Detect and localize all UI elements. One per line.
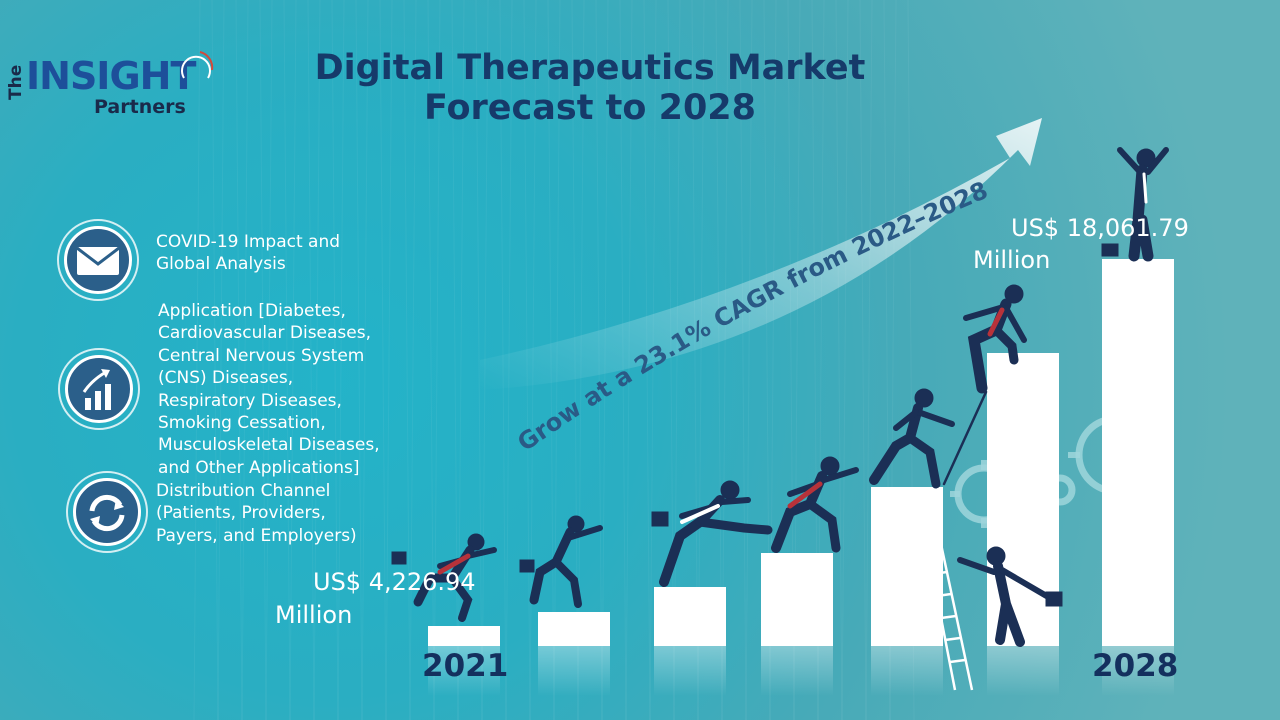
light-ray [475,0,483,720]
feature-covid-text: COVID-19 Impact and Global Analysis [156,232,341,275]
light-ray [211,0,219,720]
light-ray [433,0,441,720]
light-ray [403,0,411,720]
title-line-2: Forecast to 2028 [423,88,757,128]
light-ray [355,0,363,720]
step-bar [761,553,833,646]
runner-figure [519,515,603,608]
runner-figure [651,480,773,587]
start-value-label: US$ 4,226.94 [313,568,476,596]
light-ray [379,0,387,720]
light-ray [289,0,297,720]
light-ray [457,0,465,720]
feature-application-text: Application [Diabetes, Cardiovascular Di… [158,301,380,478]
light-ray [451,0,459,720]
step-bar-reflection [1102,646,1174,696]
growth-chart-icon [82,369,111,410]
step-bar [654,587,726,646]
light-ray [307,0,315,720]
light-ray [361,0,369,720]
light-ray [265,0,273,720]
bar-steps [428,259,1174,696]
runner-figure [771,456,859,553]
light-ray [259,0,267,720]
step-bar-reflection [761,646,833,696]
light-ray [427,0,435,720]
light-ray [739,0,747,720]
step-bar-reflection [654,646,726,696]
growth-chart-icon-badge [58,348,140,430]
exchange-cycle-icon [89,494,125,532]
logo-partners-text: Partners [94,96,186,118]
winner-figure [1101,147,1169,262]
start-unit-label: Million [275,601,353,629]
growth-arrow [480,118,1042,390]
step-bar [1102,259,1174,646]
ladder [922,529,974,691]
light-ray [859,0,867,720]
envelope-icon [76,246,120,275]
logo-swoosh-icon [181,51,214,79]
light-ray [835,0,843,720]
end-value-label: US$ 18,061.79 [1011,214,1189,242]
runner-figure [391,533,497,622]
light-ray [193,0,201,720]
step-bar-reflection [538,646,610,696]
end-unit-label: Million [973,246,1051,274]
step-bar [428,626,500,646]
light-ray [313,0,321,720]
light-ray [217,0,225,720]
light-ray [745,0,753,720]
step-bar [538,612,610,646]
title-line-1: Digital Therapeutics Market [314,48,866,88]
insight-partners-logo: The INSIGHT Partners [6,51,216,122]
climber-figure [869,388,988,489]
light-ray [409,0,417,720]
light-ray [331,0,339,720]
business-people [391,147,1169,647]
walker-figure [957,546,1063,647]
step-bar-reflection [987,646,1059,696]
light-ray [283,0,291,720]
light-ray [841,0,849,720]
light-ray [241,0,249,720]
envelope-icon-badge [57,219,139,301]
light-ray [235,0,243,720]
step-bar-reflection [428,646,500,696]
light-ray [865,0,873,720]
light-ray [337,0,345,720]
climber-figure [963,284,1027,394]
logo-insight-text: INSIGHT [26,54,196,98]
light-ray [385,0,393,720]
start-year-label: 2021 [422,648,509,684]
page-title: Digital Therapeutics Market Forecast to … [270,48,910,128]
exchange-cycle-icon-badge [66,471,148,553]
feature-distribution-text: Distribution Channel (Patients, Provider… [156,481,357,546]
step-bar-reflection [871,646,943,696]
end-year-label: 2028 [1092,648,1179,684]
